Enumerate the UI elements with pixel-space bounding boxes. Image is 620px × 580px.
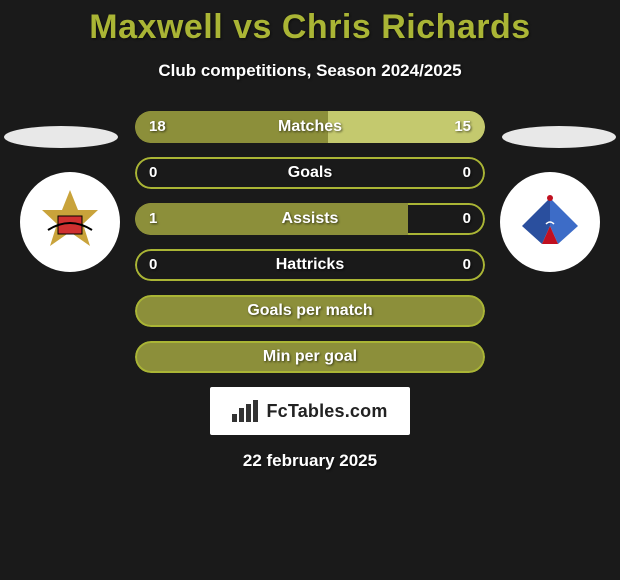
fctables-logo-icon — [232, 400, 260, 422]
stat-label: Hattricks — [135, 249, 485, 281]
date-text: 22 february 2025 — [0, 451, 620, 471]
stat-row: Goals per match — [135, 295, 485, 327]
stat-row: Matches18 15 — [135, 111, 485, 143]
stat-label: Assists — [135, 203, 485, 235]
stat-value-right: 0 — [463, 203, 471, 235]
shadow-ellipse-right — [502, 126, 616, 148]
crystal-palace-badge-icon — [508, 180, 592, 264]
stat-label: Goals per match — [135, 295, 485, 327]
stat-row: Assists1 0 — [135, 203, 485, 235]
comparison-card: Maxwell vs Chris Richards Club competiti… — [0, 0, 620, 471]
stat-label: Goals — [135, 157, 485, 189]
stat-row: Goals0 0 — [135, 157, 485, 189]
subtitle: Club competitions, Season 2024/2025 — [0, 61, 620, 81]
stats-list: Matches1815Goals00Assists10Hattricks00Go… — [135, 111, 485, 373]
shadow-ellipse-left — [4, 126, 118, 148]
branding-text: FcTables.com — [266, 401, 387, 422]
branding-box[interactable]: FcTables.com — [210, 387, 410, 435]
stat-label: Min per goal — [135, 341, 485, 373]
stat-label: Matches — [135, 111, 485, 143]
team-badge-left — [20, 172, 120, 272]
stat-row: Hattricks0 0 — [135, 249, 485, 281]
stat-value-right: 0 — [463, 249, 471, 281]
stat-value-left: 0 — [149, 249, 157, 281]
stat-value-right: 0 — [463, 157, 471, 189]
stat-value-left: 0 — [149, 157, 157, 189]
stat-value-left: 1 — [149, 203, 157, 235]
stat-value-left: 18 — [149, 111, 166, 143]
page-title: Maxwell vs Chris Richards — [0, 0, 620, 47]
stat-row: Min per goal — [135, 341, 485, 373]
team-badge-right — [500, 172, 600, 272]
doncaster-badge-icon — [28, 180, 112, 264]
stat-value-right: 15 — [454, 111, 471, 143]
